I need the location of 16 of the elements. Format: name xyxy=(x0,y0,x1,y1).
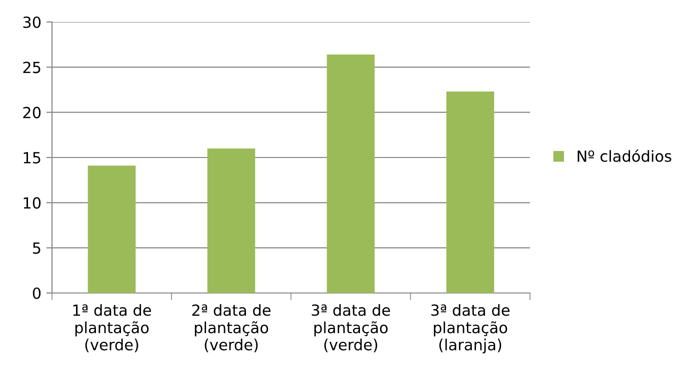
y-tick-label: 15 xyxy=(24,152,40,164)
y-tick-label: 30 xyxy=(23,16,41,28)
bar xyxy=(207,148,256,293)
x-tick-label: 3ª data de plantação (laranja) xyxy=(431,304,510,354)
y-tick-label: 5 xyxy=(33,242,40,254)
y-tick-label: 20 xyxy=(23,106,41,118)
x-tick-label: 3ª data de plantação (verde) xyxy=(312,304,390,352)
bar xyxy=(446,92,494,293)
y-tick-label: 0 xyxy=(32,287,41,300)
y-tick-label: 25 xyxy=(23,62,40,74)
y-tick-label: 10 xyxy=(24,197,41,209)
legend-label: Nº cladódios xyxy=(578,149,672,162)
x-tick-label: 1ª data de plantação (verde) xyxy=(73,304,152,352)
bar xyxy=(88,166,136,293)
x-tick-label: 2ª data de plantação (verde) xyxy=(192,304,271,352)
bar xyxy=(326,54,375,293)
